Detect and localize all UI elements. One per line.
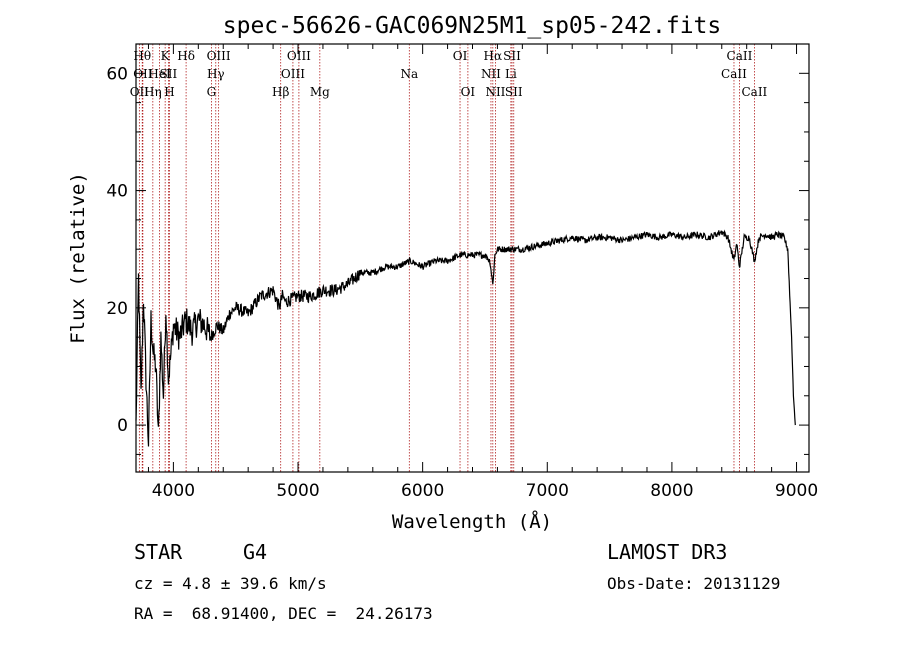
spectral-line-label: Hγ [207, 67, 225, 81]
y-tick-label: 60 [106, 64, 128, 84]
spectral-line-label: NII [481, 67, 501, 81]
y-tick-label: 20 [106, 299, 128, 319]
flux-series-line [135, 229, 796, 447]
spectral-line-label: Li [505, 67, 517, 81]
y-tick-label: 40 [106, 182, 128, 202]
spectral-line-label: Hα [484, 49, 503, 63]
object-class: STAR [134, 540, 183, 564]
spectral-line-label: Mg [310, 85, 330, 99]
redshift-cz: cz = 4.8 ± 39.6 km/s [134, 574, 327, 593]
chart-title: spec-56626-GAC069N25M1_sp05-242.fits [223, 13, 722, 39]
spectral-line-label: K [161, 49, 171, 63]
x-tick-label: 4000 [152, 481, 195, 501]
spectral-line-label: OII [133, 67, 153, 81]
x-tick-label: 7000 [526, 481, 569, 501]
x-tick-label: 9000 [775, 481, 818, 501]
spectral-line-label: SII [160, 67, 178, 81]
spectral-line-label: Na [400, 67, 418, 81]
spectral-line-label: OI [461, 85, 476, 99]
y-tick-label: 0 [117, 416, 128, 436]
observation-date: Obs-Date: 20131129 [607, 574, 781, 593]
spectral-line-label: SII [505, 85, 523, 99]
spectral-line-label: Hθ [133, 49, 151, 63]
spectral-line-label: OII [130, 85, 150, 99]
spectral-line-label: NII [485, 85, 505, 99]
x-axis-label: Wavelength (Å) [392, 510, 552, 533]
x-tick-label: 8000 [650, 481, 693, 501]
plot-frame [135, 43, 810, 473]
survey-name: LAMOST DR3 [607, 540, 728, 564]
x-tick-label: 6000 [401, 481, 444, 501]
spectral-line-label: CaII [721, 67, 747, 81]
spectral-line-label: OIII [287, 49, 311, 63]
spectral-line-label: H [164, 85, 174, 99]
spectral-line-label: OI [453, 49, 468, 63]
ra-dec-coordinates: RA = 68.91400, DEC = 24.26173 [134, 604, 433, 623]
spectral-line-label: CaII [727, 49, 753, 63]
spectral-line-label: CaII [741, 85, 767, 99]
object-subclass: G4 [243, 540, 268, 564]
spectral-line-label: HeI [148, 67, 171, 81]
spectral-line-label: OIII [207, 49, 231, 63]
spectral-line-label: G [207, 85, 217, 99]
spectral-line-label: SII [503, 49, 521, 63]
spectral-line-label: Hδ [177, 49, 195, 63]
x-tick-label: 5000 [276, 481, 319, 501]
spectral-line-label: Hβ [272, 85, 289, 99]
y-axis-label: Flux (relative) [67, 172, 89, 344]
spectral-line-label: Hη [144, 85, 162, 99]
spectral-line-label: OIII [281, 67, 305, 81]
